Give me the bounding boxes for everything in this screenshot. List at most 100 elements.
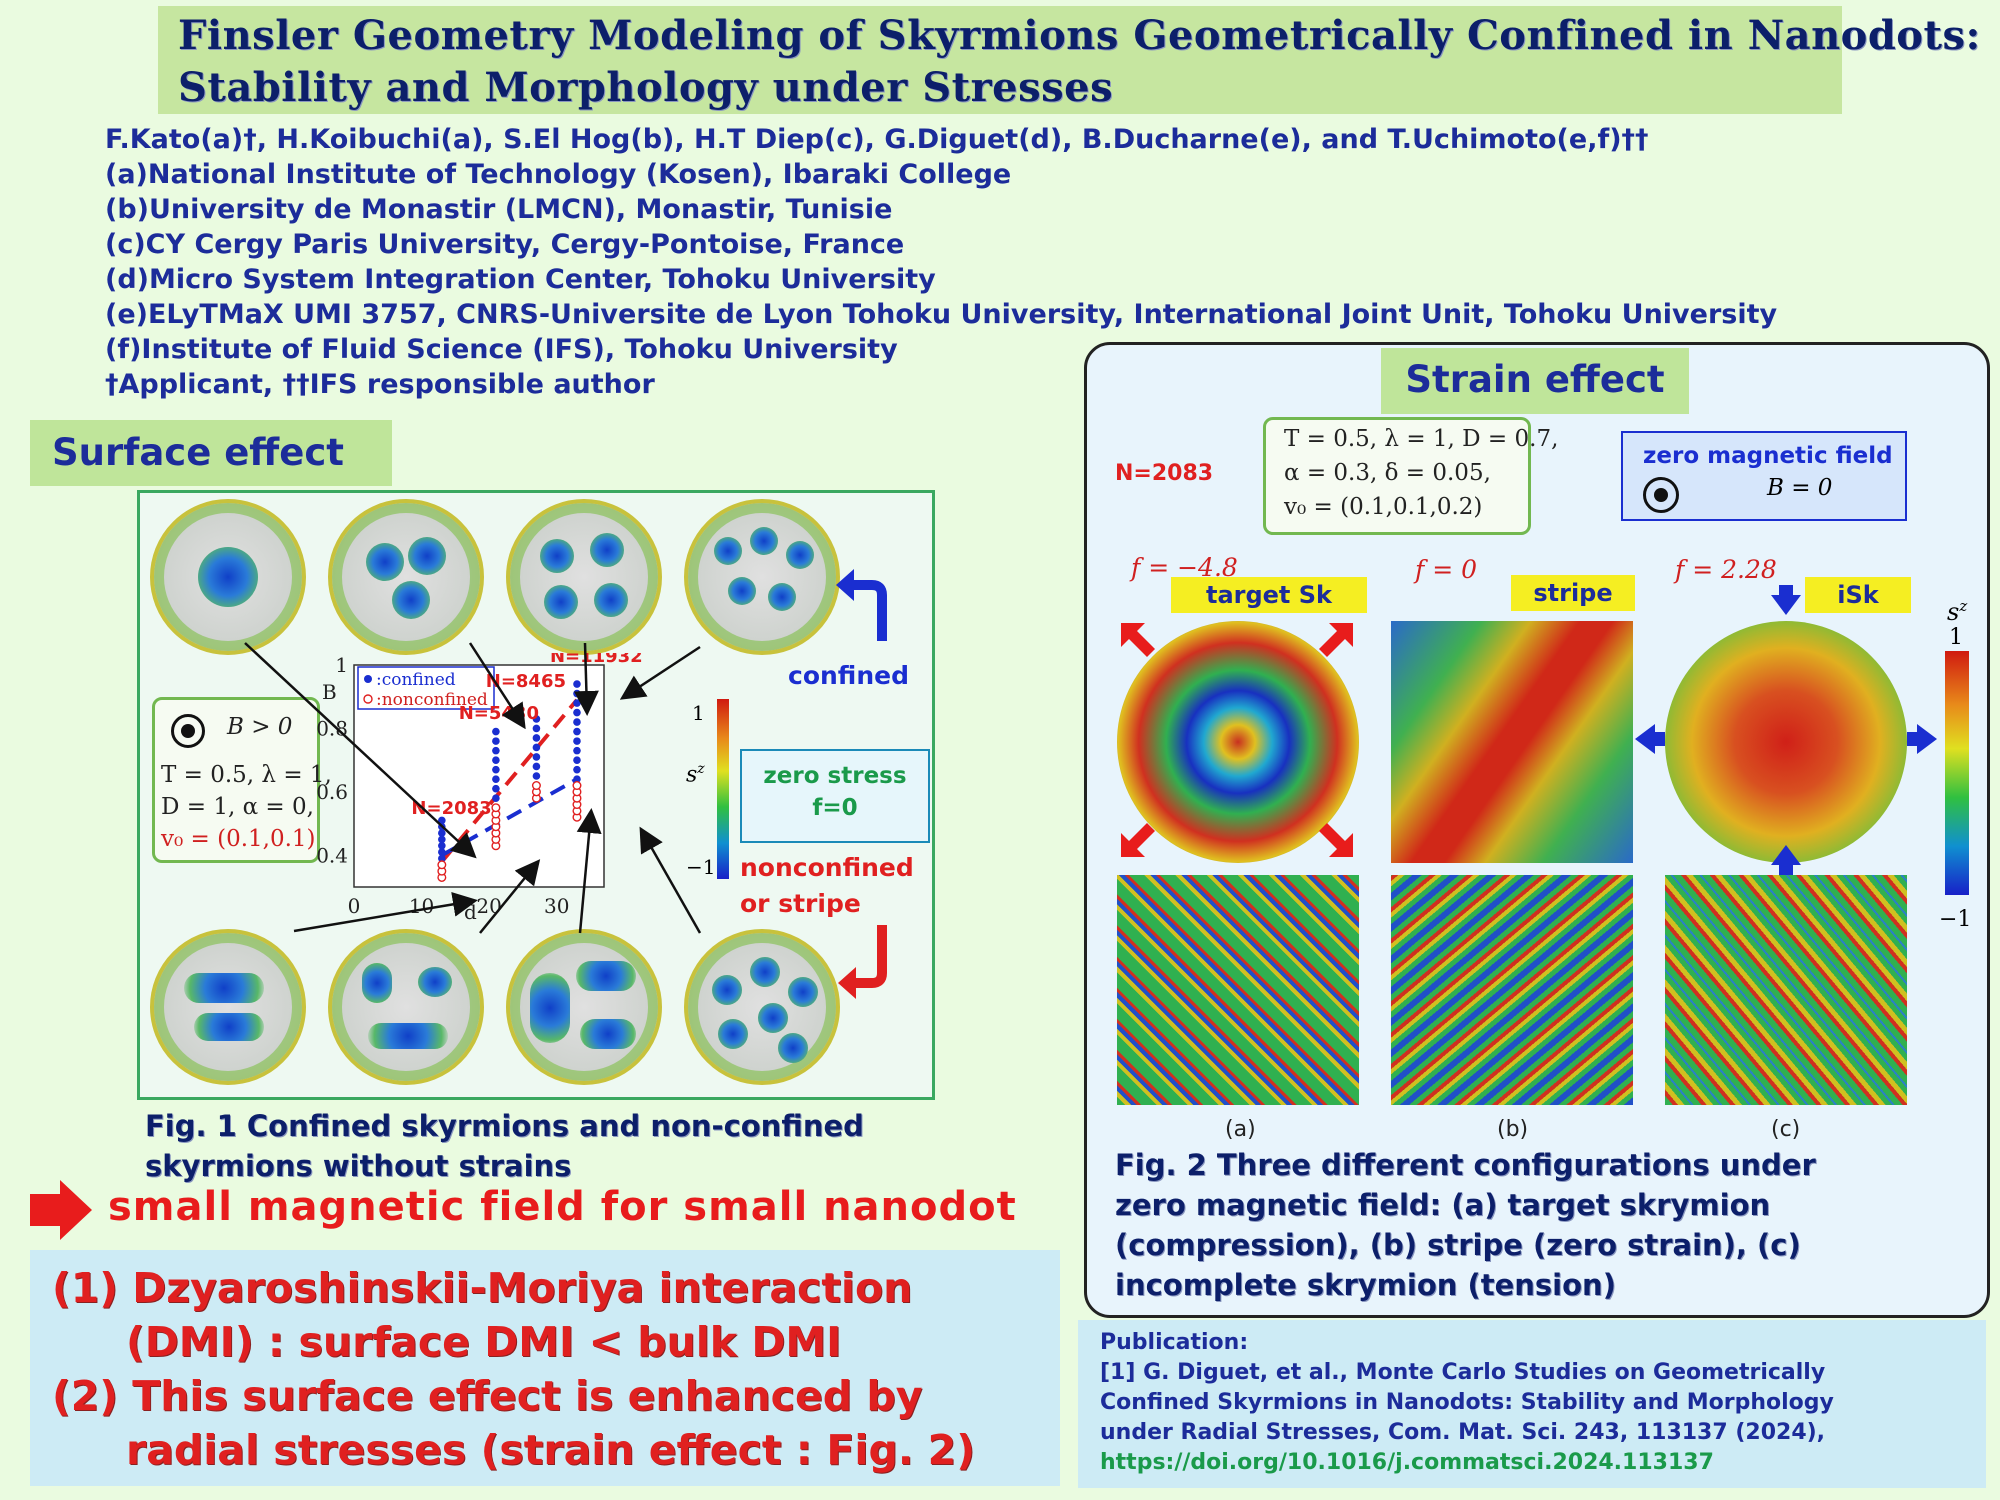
- affiliation-line: (b)University de Monastir (LMCN), Monast…: [105, 194, 893, 225]
- x-tick-label: 10: [409, 894, 434, 918]
- panel-b-letter: (b): [1497, 1117, 1529, 1142]
- n-annotation: N=8465: [486, 671, 566, 692]
- nonconfined-arrow-icon: [838, 925, 887, 999]
- reference-line: [1] G. Diguet, et al., Monte Carlo Studi…: [1100, 1360, 1826, 1385]
- caption-line: skyrmions without strains: [145, 1149, 572, 1183]
- legend-entry: :nonconfined: [376, 690, 488, 710]
- nanodot-image: [328, 929, 484, 1085]
- chart-legend: [357, 666, 495, 710]
- conclusion-line: (2) This surface effect is enhanced by: [52, 1372, 923, 1420]
- publication-box: Publication: [1] G. Diguet, et al., Mont…: [1078, 1320, 1986, 1488]
- colorbar-label: sz: [686, 761, 705, 788]
- confined-point: [532, 743, 541, 752]
- confined-point: [492, 765, 500, 774]
- fig2-parameter-box: T = 0.5, λ = 1, D = 0.7, α = 0.3, δ = 0.…: [1263, 417, 1558, 535]
- n-annotation: N=2083: [411, 798, 491, 819]
- stripe-side-image: [1391, 875, 1633, 1105]
- param-line: α = 0.3, δ = 0.05,: [1284, 460, 1491, 486]
- panel-c-letter: (c): [1771, 1117, 1801, 1142]
- incomplete-skyrmion-image: [1665, 621, 1907, 863]
- confined-point: [492, 727, 500, 736]
- zero-field-box: zero magnetic field B = 0: [1621, 431, 1907, 521]
- panel-c-tag: iSk: [1805, 577, 1911, 613]
- confined-point: [492, 746, 500, 755]
- affiliation-line: (f)Institute of Fluid Science (IFS), Toh…: [105, 334, 898, 365]
- n-count-label: N=2083: [1115, 461, 1214, 486]
- caption-line: Fig. 2 Three different configurations un…: [1115, 1148, 1816, 1182]
- nanodot-image: [506, 929, 662, 1085]
- reference-line: under Radial Stresses, Com. Mat. Sci. 24…: [1100, 1420, 1826, 1445]
- y-tick-label: 1: [335, 653, 348, 677]
- confined-point: [573, 680, 581, 688]
- or-stripe-label: or stripe: [740, 889, 861, 918]
- nonconfined-point: [437, 860, 447, 870]
- param-line: v₀ = (0.1,0.1): [161, 826, 316, 852]
- strain-effect-panel: Strain effect N=2083 T = 0.5, λ = 1, D =…: [1084, 342, 1990, 1318]
- confined-point: [573, 775, 581, 783]
- caption-line: zero magnetic field: (a) target skrymion: [1115, 1188, 1771, 1222]
- confined-label: confined: [788, 661, 909, 690]
- stripe-image: [1391, 621, 1633, 863]
- confined-point: [438, 854, 446, 863]
- confined-point: [438, 841, 446, 850]
- legend-confined-marker: [364, 675, 372, 683]
- colorbar-min: −1: [686, 855, 716, 879]
- confined-point: [492, 784, 500, 793]
- nonconfined-point: [572, 781, 582, 791]
- title-banner: Finsler Geometry Modeling of Skyrmions G…: [158, 6, 1980, 114]
- y-axis-label: B: [322, 680, 337, 704]
- legend-nonconfined-marker: [363, 694, 373, 704]
- confined-point: [438, 829, 446, 837]
- conclusion-line: radial stresses (strain effect : Fig. 2): [126, 1426, 975, 1474]
- title-line-1: Finsler Geometry Modeling of Skyrmions G…: [178, 12, 1981, 59]
- x-tick-label: 0: [348, 894, 361, 918]
- y-tick-label: 0.4: [316, 843, 348, 867]
- tension-arrows-icon: [1635, 585, 1937, 875]
- confined-point: [532, 753, 541, 761]
- target-skyrmion-image: [1117, 621, 1359, 863]
- nanodot-image: [684, 929, 840, 1085]
- fig2-caption: Fig. 2 Three different configurations un…: [1115, 1145, 1816, 1305]
- legend-entry: :confined: [376, 670, 456, 690]
- author-list: F.Kato(a)†, H.Koibuchi(a), S.El Hog(b), …: [105, 122, 1777, 402]
- colorbar-max: 1: [692, 701, 705, 725]
- caption-line: Fig. 1 Confined skyrmions and non-confin…: [145, 1109, 864, 1143]
- connector-arrows: [244, 642, 702, 934]
- x-tick-label: 20: [476, 894, 501, 918]
- y-tick-label: 0.8: [316, 716, 348, 740]
- confined-point: [492, 756, 500, 764]
- affiliation-line: (c)CY Cergy Paris University, Cergy-Pont…: [105, 229, 905, 260]
- y-tick-label: 0.6: [316, 780, 348, 804]
- panel-a-letter: (a): [1225, 1117, 1256, 1142]
- param-line: D = 1, α = 0,: [161, 794, 314, 820]
- colorbar-min: −1: [1939, 907, 1972, 932]
- n-annotation: N=11932: [550, 653, 643, 667]
- nanodot-image: [150, 929, 306, 1085]
- confined-point: [532, 724, 541, 733]
- param-line: v₀ = (0.1,0.1,0.2): [1284, 494, 1483, 520]
- doi-link[interactable]: https://doi.org/10.1016/j.commatsci.2024…: [1100, 1450, 1714, 1475]
- confined-point: [438, 848, 446, 856]
- panel-c-f: f = 2.28: [1675, 555, 1777, 584]
- confined-point: [573, 737, 581, 745]
- nanodot-image: [328, 499, 484, 655]
- nanodot-image: [684, 499, 840, 655]
- param-line: T = 0.5, λ = 1, D = 0.7,: [1284, 426, 1559, 452]
- fig1-scatter-chart: 0 10 20 300.40.60.81dB:confined:nonconfined…: [316, 653, 643, 924]
- x-tick-label: 30: [544, 894, 569, 918]
- affiliation-line: (d)Micro System Integration Center, Toho…: [105, 264, 936, 295]
- conclusion-line: (1) Dzyaroshinskii-Moriya interaction: [52, 1264, 913, 1312]
- zero-field-title: zero magnetic field: [1643, 443, 1893, 469]
- colorbar-label: sz: [1947, 597, 1968, 626]
- zero-field-eq: B = 0: [1767, 475, 1833, 501]
- surface-effect-label: Surface effect: [30, 420, 392, 486]
- confined-point: [532, 734, 541, 742]
- zero-stress-f: f=0: [812, 795, 858, 821]
- nonconfined-point: [531, 781, 541, 791]
- colorbar-max: 1: [1949, 625, 1963, 650]
- panel-b-tag: stripe: [1511, 575, 1635, 611]
- conclusions-box: (1) Dzyaroshinskii-Moriya interaction (D…: [30, 1250, 1060, 1486]
- figure-1: B > 0 T = 0.5, λ = 1, D = 1, α = 0, v₀ =…: [137, 490, 935, 1100]
- confined-point: [532, 772, 541, 780]
- field-condition: B > 0: [227, 714, 293, 740]
